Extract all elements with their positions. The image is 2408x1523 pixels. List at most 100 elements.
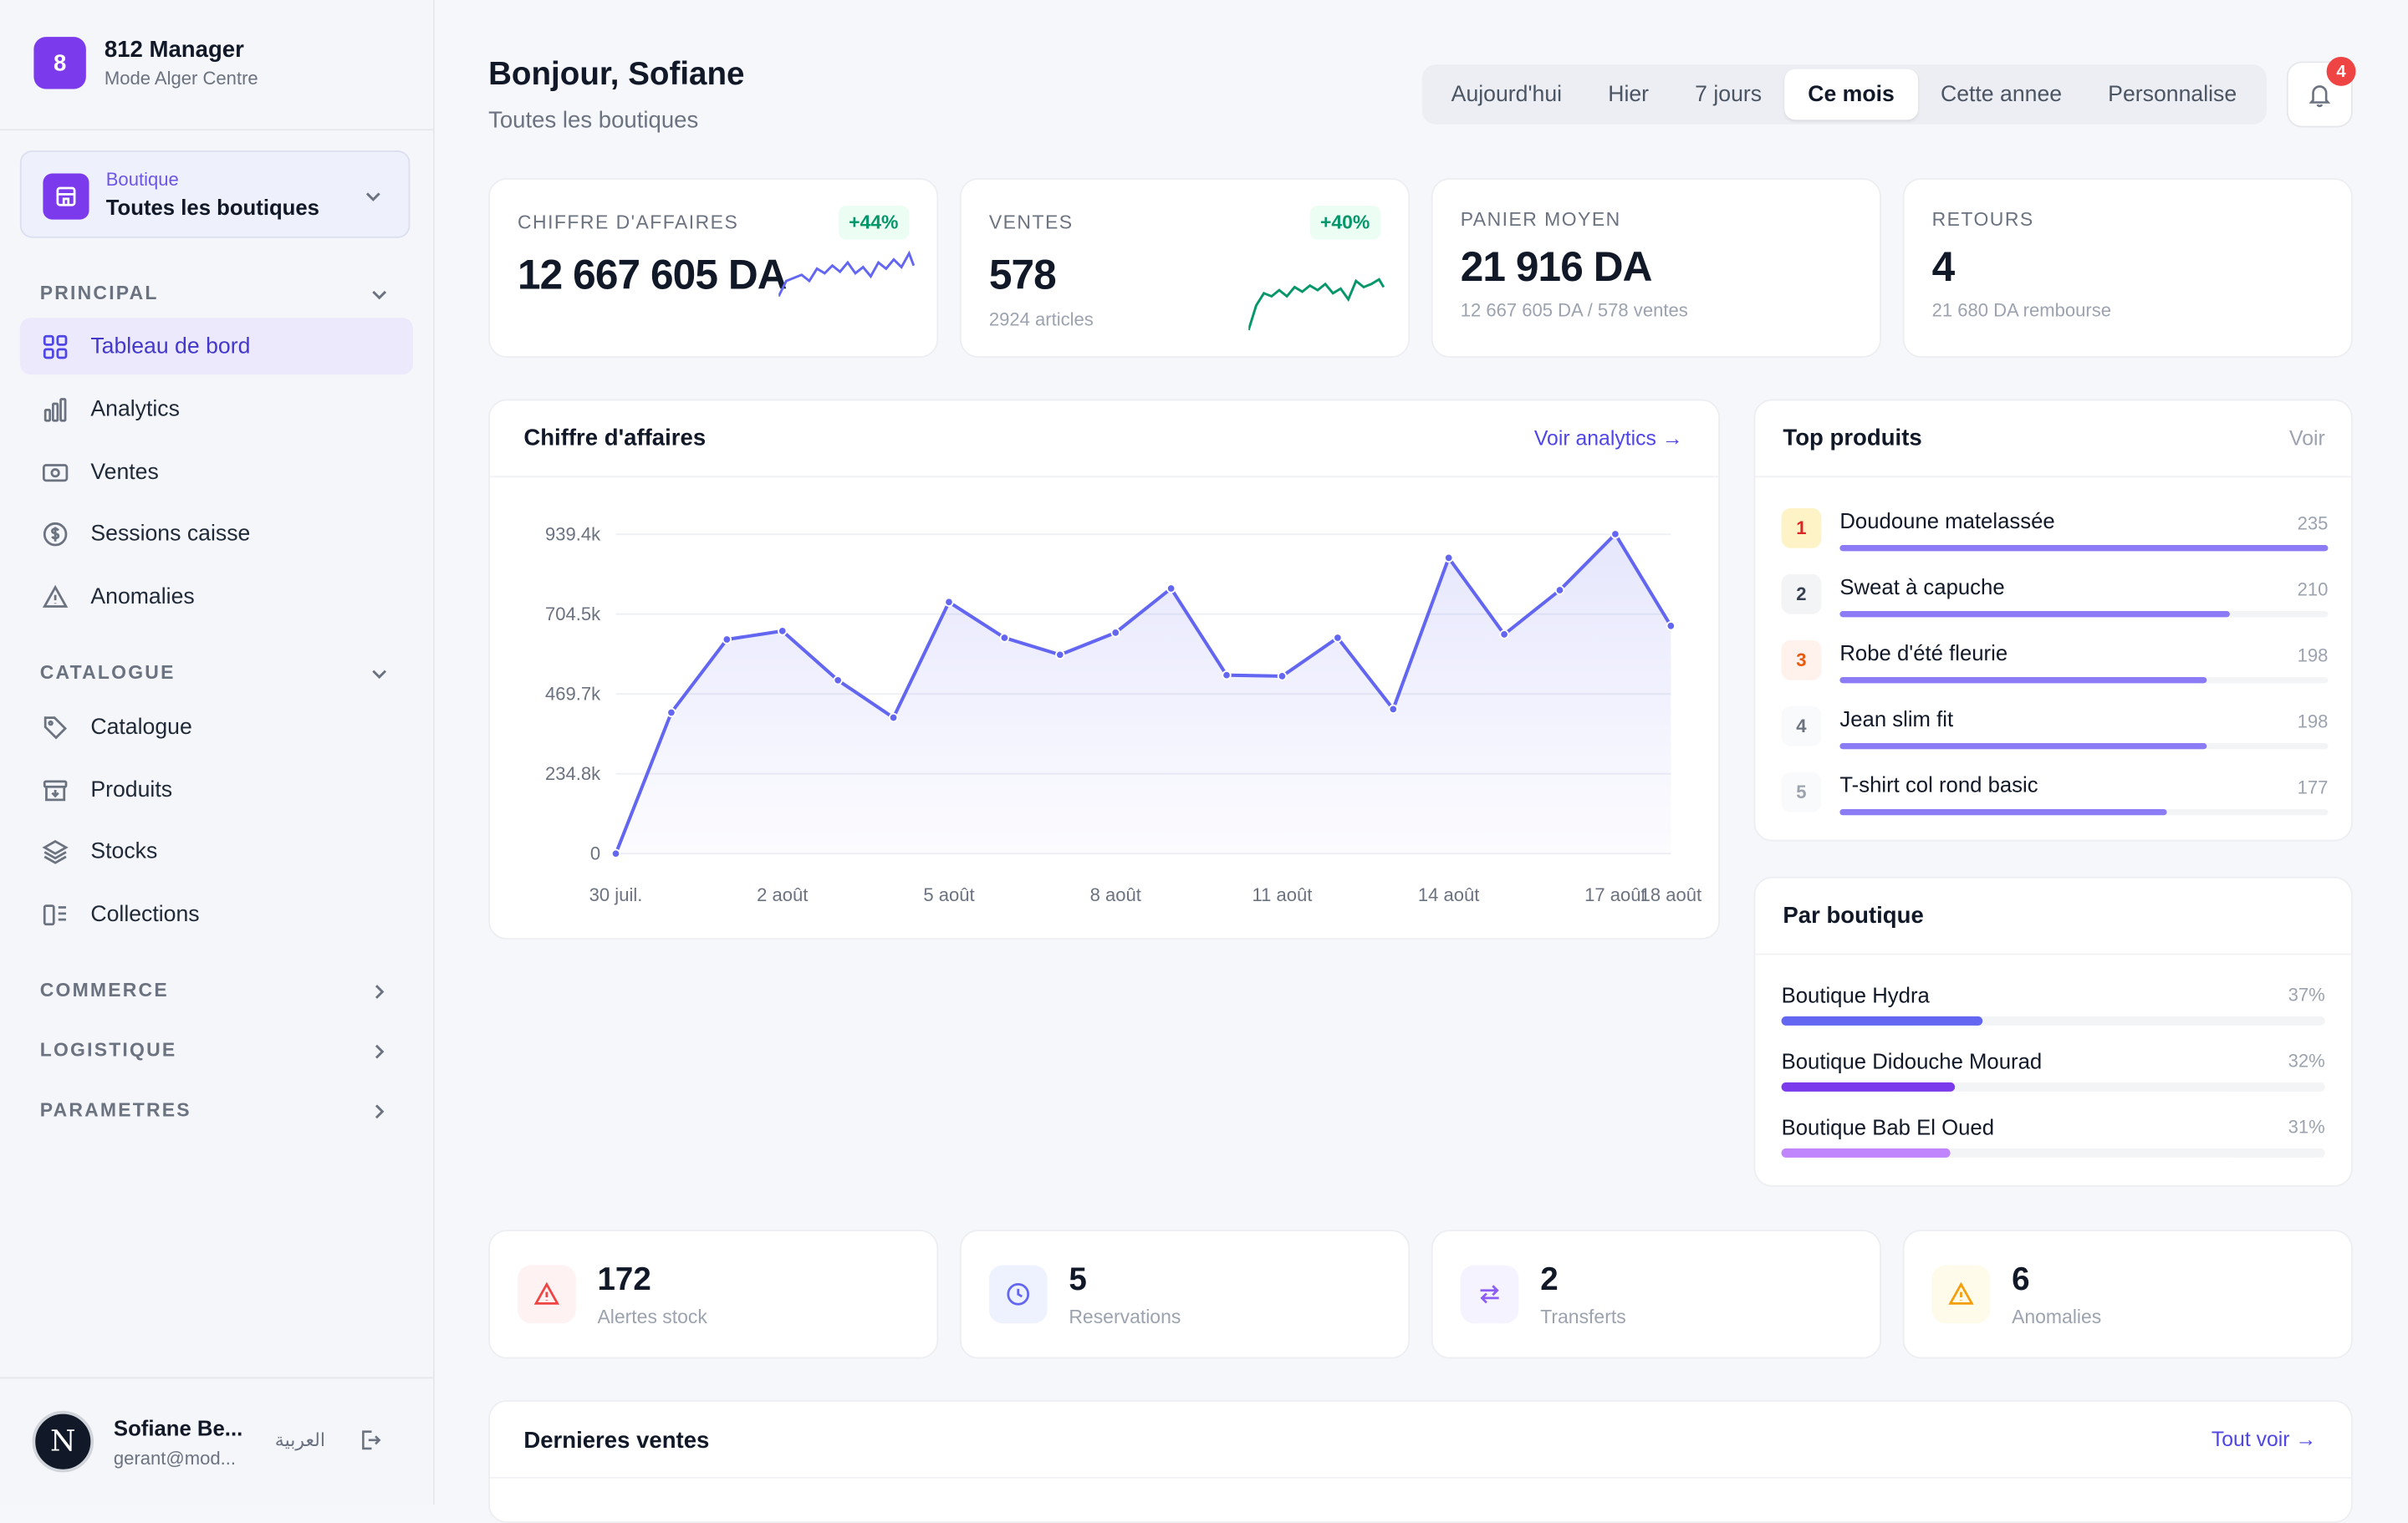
tab-this-year[interactable]: Cette annee bbox=[1940, 82, 2063, 107]
x-tick-label: 2 août bbox=[757, 884, 808, 905]
data-point[interactable] bbox=[1055, 649, 1065, 660]
list-item[interactable]: Boutique Didouche Mourad 32% bbox=[1781, 1048, 2325, 1094]
data-point[interactable] bbox=[1610, 529, 1620, 539]
list-item[interactable]: 5 T-shirt col rond basic 177 bbox=[1781, 772, 2329, 833]
store-selector[interactable]: Boutique Toutes les boutiques bbox=[19, 150, 411, 238]
tab-today[interactable]: Aujourd'hui bbox=[1451, 82, 1563, 107]
brand[interactable]: 8 812 Manager Mode Alger Centre bbox=[33, 37, 258, 89]
stat-label: Anomalies bbox=[2012, 1307, 2102, 1328]
list-item[interactable]: Boutique Bab El Oued 31% bbox=[1781, 1114, 2325, 1160]
data-point[interactable] bbox=[722, 634, 732, 644]
list-item[interactable]: Boutique Hydra 37% bbox=[1781, 982, 2325, 1028]
grid-icon bbox=[43, 334, 68, 359]
data-point[interactable] bbox=[666, 707, 676, 718]
nav-item-ventes[interactable]: Ventes bbox=[20, 444, 413, 501]
list-item[interactable]: 1 Doudoune matelassée 235 bbox=[1781, 507, 2329, 569]
data-point[interactable] bbox=[1388, 704, 1398, 715]
card-divider bbox=[489, 476, 1719, 478]
section-principal[interactable]: PRINCIPAL bbox=[39, 282, 159, 304]
progress-fill bbox=[1839, 611, 2231, 618]
data-point[interactable] bbox=[778, 626, 788, 636]
card-divider bbox=[489, 1476, 2351, 1479]
list-item[interactable]: 3 Robe d'été fleurie 198 bbox=[1781, 639, 2329, 701]
kpi-value: 21 916 DA bbox=[1460, 244, 1653, 291]
kpi-card-retours[interactable]: RETOURS 4 21 680 DA rembourse bbox=[1902, 178, 2353, 358]
chevron-right-icon[interactable] bbox=[369, 981, 390, 1003]
notifications-button[interactable]: 4 bbox=[2286, 56, 2356, 128]
sparkline bbox=[1248, 278, 1385, 331]
data-point[interactable] bbox=[1166, 583, 1176, 593]
tab-yesterday[interactable]: Hier bbox=[1608, 82, 1650, 107]
tab-custom[interactable]: Personnalise bbox=[2108, 82, 2237, 107]
product-name: T-shirt col rond basic bbox=[1839, 772, 2038, 797]
progress-fill bbox=[1839, 545, 2329, 552]
brand-subtitle: Mode Alger Centre bbox=[104, 67, 258, 89]
stat-card-anomalies[interactable]: 6 Anomalies bbox=[1902, 1230, 2353, 1359]
kpi-card-panier-moyen[interactable]: PANIER MOYEN 21 916 DA 12 667 605 DA / 5… bbox=[1431, 178, 1881, 358]
nav-item-analytics[interactable]: Analytics bbox=[20, 381, 413, 438]
tab-this-month[interactable]: Ce mois bbox=[1784, 69, 1918, 120]
nav-item-catalogue[interactable]: Catalogue bbox=[20, 699, 413, 756]
revenue-chart-card: Chiffre d'affaires Voir analytics → 939.… bbox=[488, 399, 1721, 940]
nav-label: Tableau de bord bbox=[90, 334, 251, 359]
nav-item-produits[interactable]: Produits bbox=[20, 762, 413, 818]
nav-item-stocks[interactable]: Stocks bbox=[20, 823, 413, 879]
section-parametres[interactable]: PARAMETRES bbox=[39, 1099, 191, 1121]
rank-badge: 3 bbox=[1781, 639, 1822, 680]
data-point[interactable] bbox=[1499, 629, 1509, 639]
data-point[interactable] bbox=[1333, 633, 1343, 643]
chevron-down-icon[interactable] bbox=[369, 284, 390, 306]
data-point[interactable] bbox=[1277, 671, 1288, 681]
data-point[interactable] bbox=[610, 848, 621, 858]
notification-count-badge: 4 bbox=[2326, 56, 2356, 86]
bell-icon bbox=[2309, 85, 2331, 108]
avatar[interactable]: N bbox=[32, 1410, 94, 1473]
data-point[interactable] bbox=[1443, 553, 1454, 563]
x-tick-label: 14 août bbox=[1418, 884, 1480, 905]
data-point[interactable] bbox=[1222, 670, 1232, 680]
rank-badge: 1 bbox=[1781, 507, 1822, 548]
chevron-down-icon[interactable] bbox=[369, 663, 390, 685]
section-commerce[interactable]: COMMERCE bbox=[39, 979, 169, 1001]
data-point[interactable] bbox=[888, 712, 899, 723]
data-point[interactable] bbox=[999, 633, 1010, 643]
chevron-right-icon[interactable] bbox=[369, 1041, 390, 1062]
data-point[interactable] bbox=[1554, 585, 1565, 595]
warning-icon bbox=[1931, 1265, 1991, 1324]
card-divider bbox=[1755, 476, 2351, 478]
x-tick-label: 5 août bbox=[923, 884, 974, 905]
nav-item-collections[interactable]: Collections bbox=[20, 886, 413, 943]
data-point[interactable] bbox=[833, 675, 843, 685]
nav-item-dashboard[interactable]: Tableau de bord bbox=[19, 318, 414, 375]
nav-item-anomalies[interactable]: Anomalies bbox=[20, 568, 413, 625]
stat-card-transferts[interactable]: 2 Transferts bbox=[1431, 1230, 1881, 1359]
product-name: Robe d'été fleurie bbox=[1839, 639, 2008, 665]
voir-link[interactable]: Voir bbox=[2289, 426, 2325, 451]
kpi-value: 12 667 605 DA bbox=[517, 252, 788, 298]
store-selector-label: Boutique bbox=[105, 169, 179, 191]
data-point[interactable] bbox=[944, 597, 954, 607]
nav-item-sessions-caisse[interactable]: Sessions caisse bbox=[20, 505, 413, 562]
kpi-card-revenue[interactable]: CHIFFRE D'AFFAIRES +44% 12 667 605 DA bbox=[488, 178, 939, 358]
logout-icon[interactable] bbox=[358, 1428, 382, 1452]
card-title: Par boutique bbox=[1783, 902, 1924, 930]
section-catalogue[interactable]: CATALOGUE bbox=[39, 661, 176, 684]
section-logistique[interactable]: LOGISTIQUE bbox=[39, 1039, 177, 1062]
kpi-card-ventes[interactable]: VENTES +40% 578 2924 articles bbox=[959, 178, 1411, 358]
product-count: 177 bbox=[2297, 777, 2329, 799]
stat-card-alertes-stock[interactable]: 172 Alertes stock bbox=[488, 1230, 939, 1359]
language-switch[interactable]: العربية bbox=[274, 1429, 326, 1451]
list-item[interactable]: 2 Sweat à capuche 210 bbox=[1781, 573, 2329, 635]
tab-7-days[interactable]: 7 jours bbox=[1695, 82, 1763, 107]
chevron-right-icon[interactable] bbox=[369, 1101, 390, 1123]
sparkline bbox=[778, 250, 916, 298]
data-point[interactable] bbox=[1110, 628, 1120, 638]
data-point[interactable] bbox=[1666, 621, 1676, 631]
kpi-sub: 21 680 DA rembourse bbox=[1931, 299, 2112, 321]
stat-card-reservations[interactable]: 5 Reservations bbox=[959, 1230, 1411, 1359]
list-item[interactable]: 4 Jean slim fit 198 bbox=[1781, 705, 2329, 767]
voir-analytics-link[interactable]: Voir analytics → bbox=[1533, 426, 1683, 451]
tout-voir-link[interactable]: Tout voir → bbox=[2211, 1428, 2317, 1451]
shop-name: Boutique Hydra bbox=[1781, 982, 1930, 1007]
transfer-icon bbox=[1460, 1265, 1519, 1324]
